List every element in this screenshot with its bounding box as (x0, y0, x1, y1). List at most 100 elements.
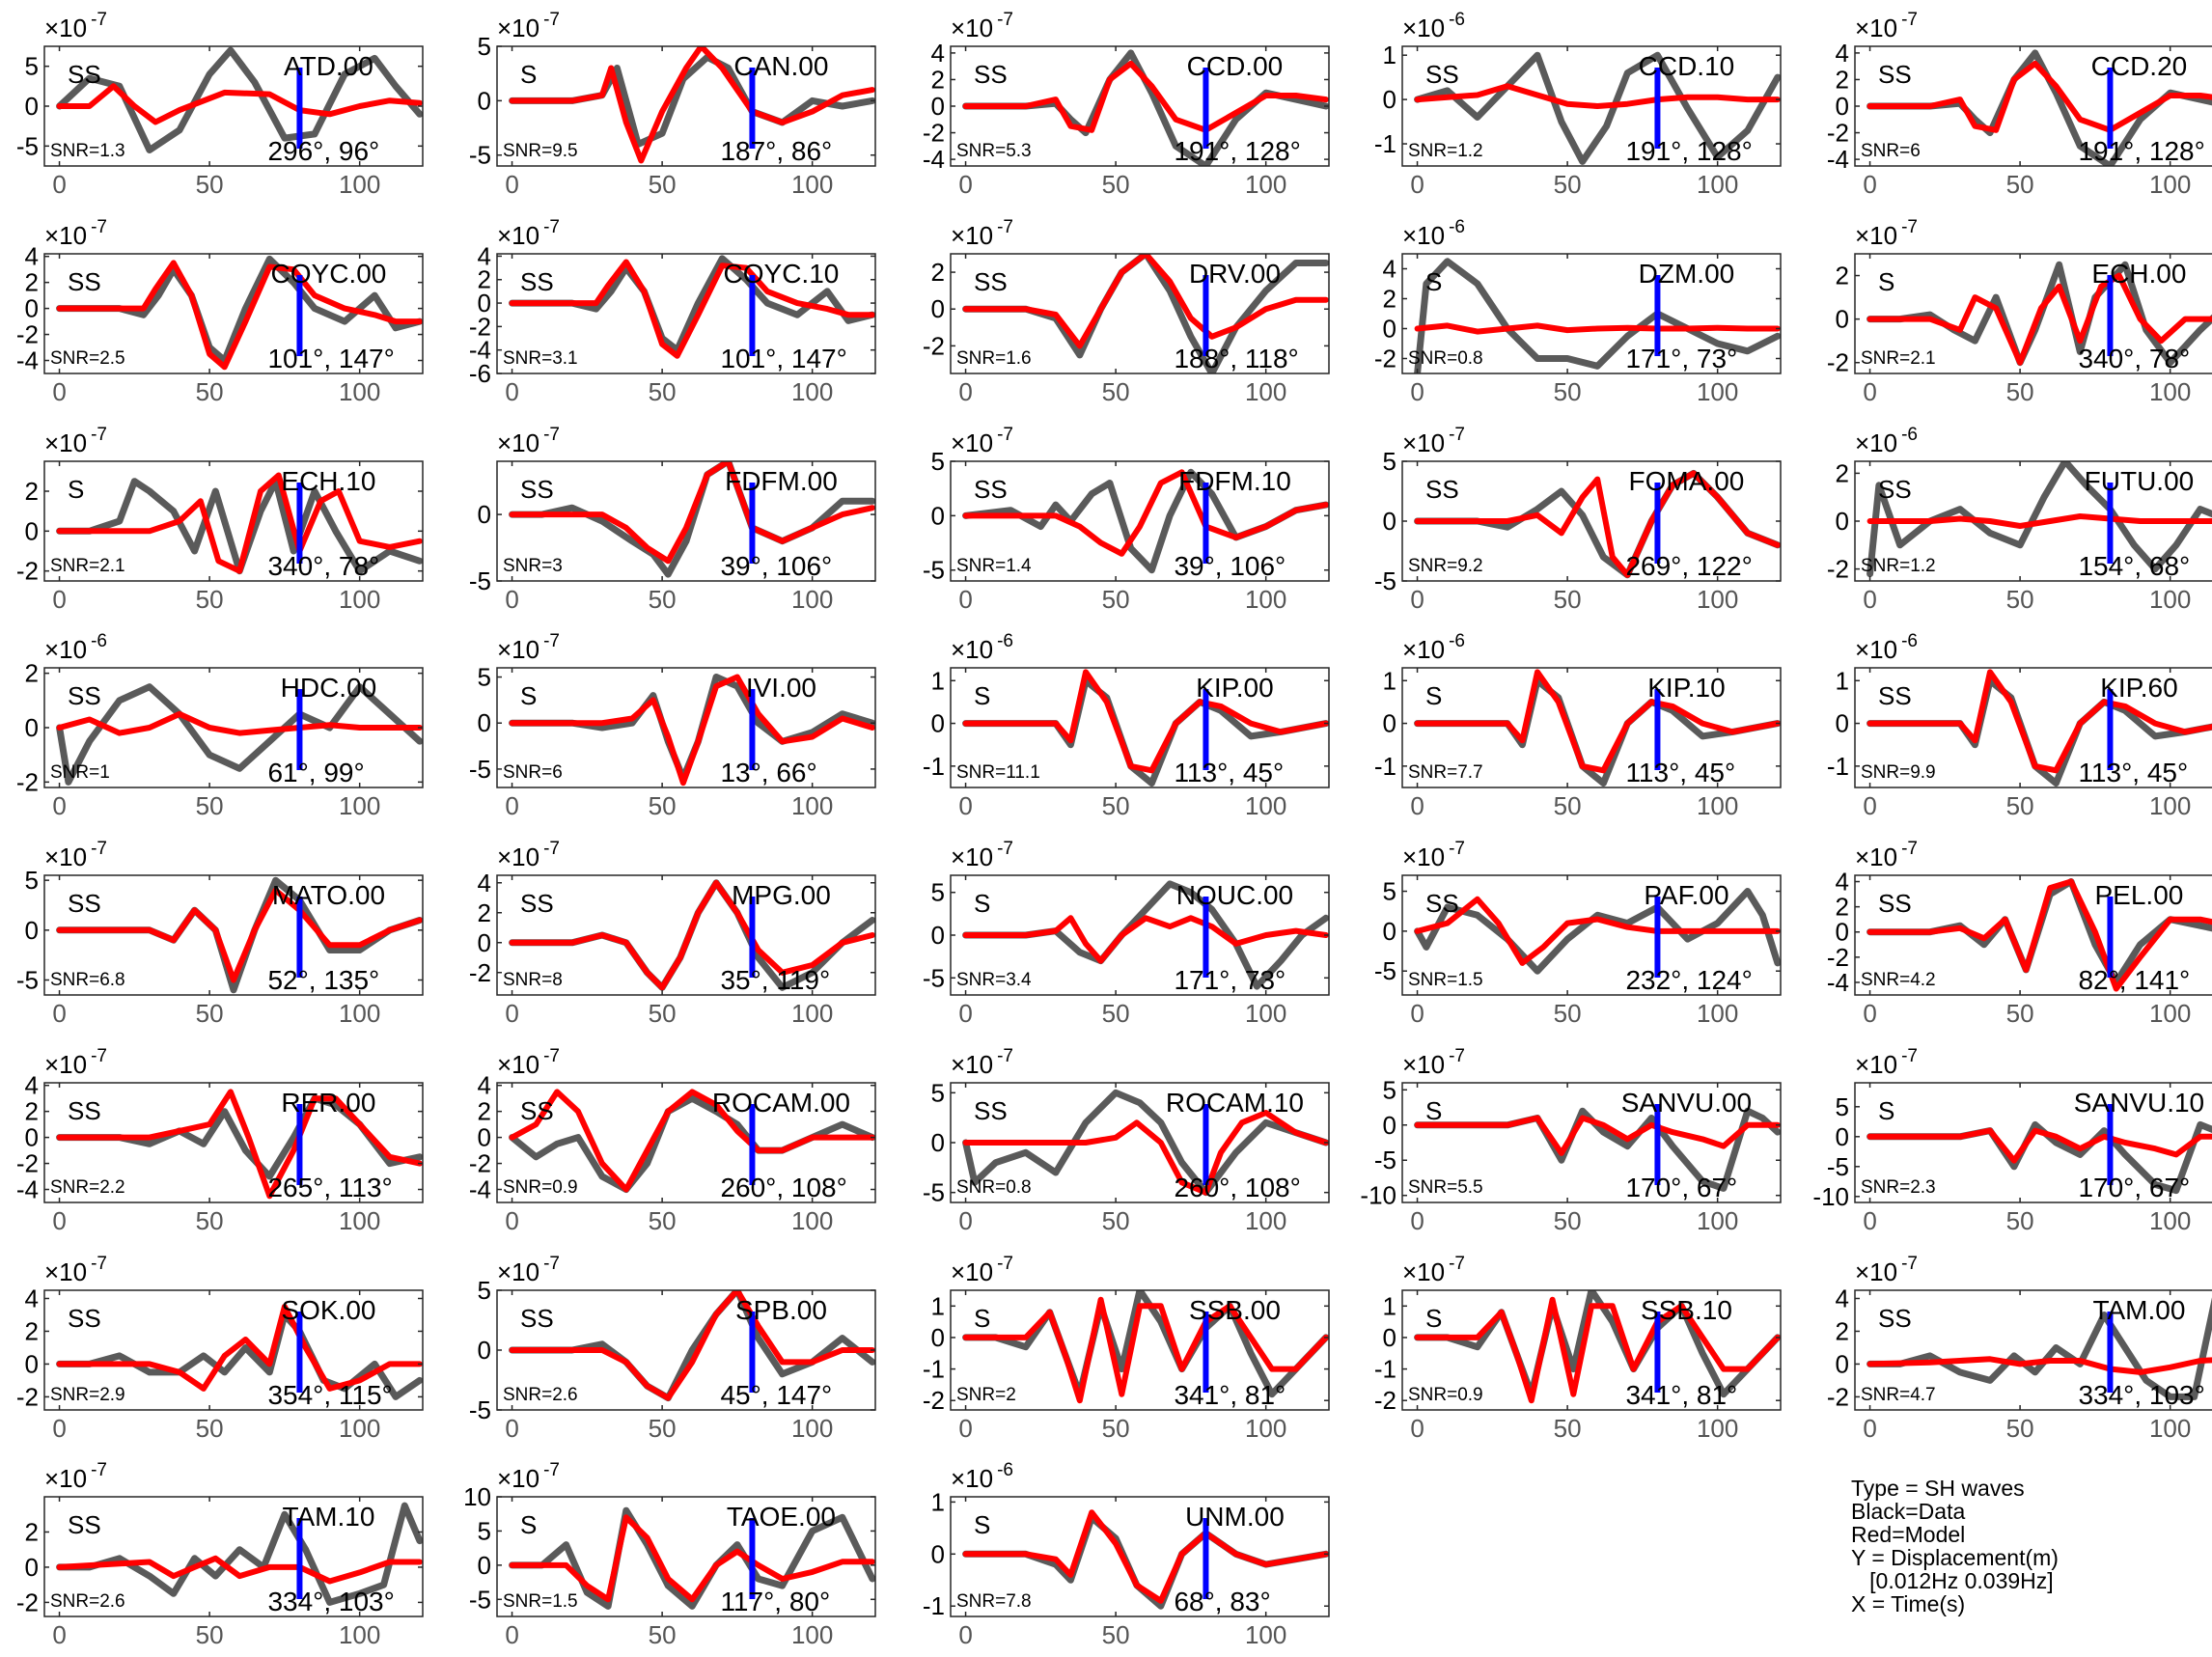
x-tick-label: 0 (1410, 791, 1424, 820)
y-exponent-label: ×10 -7 (1402, 425, 1465, 457)
x-tick-label: 0 (1410, 1414, 1424, 1443)
azimuth-takeoff-label: 191°, 128° (2078, 136, 2204, 166)
y-tick-label: -5 (923, 963, 945, 992)
model-trace (56, 887, 423, 983)
model-trace (962, 1296, 1329, 1404)
y-tick-label: 4 (25, 1071, 39, 1100)
y-tick-label: -5 (1374, 956, 1396, 985)
station-label: ROCAM.10 (1166, 1088, 1304, 1118)
azimuth-takeoff-label: 39°, 106° (720, 551, 832, 581)
station-label: DZM.00 (1639, 259, 1735, 289)
phase-label: S (1878, 1096, 1894, 1125)
model-trace (56, 710, 423, 736)
axes-box (950, 1496, 1330, 1617)
snr-label: SNR=1.5 (503, 1591, 578, 1612)
y-exponent-label: ×10 -7 (1402, 839, 1465, 871)
model-trace (1414, 470, 1781, 578)
phase-label: SS (1878, 475, 1912, 504)
data-trace (56, 683, 423, 786)
x-tick-label: 100 (1697, 999, 1738, 1028)
panel-fdfm-10: 0 50 100 -5 0 5×10 -7 SS FDFM.10 SNR=1.4 39°, 106° (923, 425, 1330, 614)
snr-label: SNR=5.3 (956, 141, 1032, 161)
station-label: IVI.00 (746, 673, 816, 703)
y-exponent-label: ×10 -7 (951, 10, 1013, 42)
y-exponent-label: ×10 -7 (1855, 1046, 1918, 1079)
snr-label: SNR=8 (503, 970, 563, 990)
model-trace (962, 915, 1329, 964)
axes-box (1854, 667, 2212, 788)
axes-box (43, 253, 424, 374)
x-tick-label: 100 (339, 1414, 380, 1443)
x-tick-label: 50 (2006, 585, 2034, 614)
station-label: TAM.10 (282, 1502, 374, 1532)
phase-label: SS (974, 475, 1008, 504)
x-tick-label: 50 (649, 1620, 677, 1649)
azimuth-takeoff-label: 113°, 45° (2078, 758, 2188, 787)
y-tick-label: -10 (1812, 1182, 1849, 1211)
model-trace (1414, 896, 1781, 966)
y-tick-label: -2 (1827, 119, 1849, 148)
y-tick-label: -4 (16, 1175, 39, 1204)
y-tick-label: 4 (478, 241, 491, 270)
model-trace (962, 669, 1329, 774)
y-tick-label: 0 (478, 1336, 491, 1365)
x-tick-label: 50 (1554, 170, 1582, 199)
snr-label: SNR=2.3 (1861, 1177, 1936, 1198)
x-tick-label: 0 (958, 1414, 972, 1443)
x-tick-label: 100 (339, 585, 380, 614)
station-label: SPB.00 (735, 1295, 827, 1325)
panel-nouc-00: 0 50 100 -5 0 5×10 -7 S NOUC.00 SNR=3.4 171°, 73° (923, 839, 1330, 1028)
x-tick-label: 50 (196, 791, 224, 820)
phase-label: S (68, 475, 84, 504)
x-tick-label: 100 (1697, 1414, 1738, 1443)
x-tick-label: 100 (339, 999, 380, 1028)
y-tick-label: -5 (923, 1178, 945, 1207)
legend-line-xaxis: X = Time(s) (1851, 1591, 1966, 1616)
y-exponent-label: ×10 -7 (1855, 1254, 1918, 1286)
y-tick-label: 2 (1383, 285, 1396, 314)
station-label: MATO.00 (272, 880, 385, 910)
x-tick-label: 0 (958, 170, 972, 199)
y-tick-label: -5 (1374, 566, 1396, 595)
station-label: SOK.00 (281, 1295, 375, 1325)
y-tick-label: -4 (469, 336, 491, 365)
azimuth-takeoff-label: 101°, 147° (720, 344, 846, 373)
model-trace (509, 1290, 875, 1401)
y-exponent-label: ×10 -7 (951, 1046, 1013, 1079)
panel-futu-00: 0 50 100 -2 0 2×10 -6 SS FUTU.00 SNR=1.2 154°, 68° (1827, 425, 2212, 614)
x-tick-label: 100 (2149, 1206, 2191, 1235)
x-tick-label: 50 (1102, 1206, 1130, 1235)
x-tick-label: 100 (2149, 170, 2191, 199)
y-exponent-label: ×10 -7 (951, 839, 1013, 871)
x-tick-label: 0 (1863, 377, 1876, 406)
axes-box (950, 667, 1330, 788)
azimuth-takeoff-label: 340°, 78° (267, 551, 379, 581)
legend-line-yaxis: Y = Displacement(m) (1851, 1545, 2059, 1570)
x-tick-label: 100 (2149, 585, 2191, 614)
x-tick-label: 50 (649, 999, 677, 1028)
x-tick-label: 100 (339, 791, 380, 820)
phase-label: SS (520, 267, 554, 296)
axes-box (1401, 45, 1782, 167)
x-tick-label: 100 (791, 170, 833, 199)
snr-label: SNR=0.9 (503, 1177, 578, 1198)
y-tick-label: 4 (1836, 39, 1849, 68)
y-tick-label: 5 (931, 447, 945, 476)
y-tick-label: -2 (16, 1149, 39, 1178)
x-tick-label: 100 (1245, 1206, 1286, 1235)
y-tick-label: 4 (478, 1071, 491, 1100)
snr-label: SNR=7.8 (956, 1591, 1032, 1612)
azimuth-takeoff-label: 340°, 78° (2078, 344, 2190, 373)
y-tick-label: 0 (1383, 709, 1396, 738)
y-exponent-label: ×10 -6 (44, 631, 107, 664)
y-tick-label: -2 (16, 320, 39, 349)
axes-box (496, 253, 876, 374)
data-trace (1414, 258, 1781, 373)
x-tick-label: 100 (1245, 585, 1286, 614)
x-tick-label: 0 (1863, 585, 1876, 614)
x-tick-label: 50 (1554, 791, 1582, 820)
x-tick-label: 100 (339, 1620, 380, 1649)
model-trace (1866, 1127, 2212, 1164)
station-label: SSB.10 (1641, 1295, 1732, 1325)
x-tick-label: 0 (505, 1206, 518, 1235)
